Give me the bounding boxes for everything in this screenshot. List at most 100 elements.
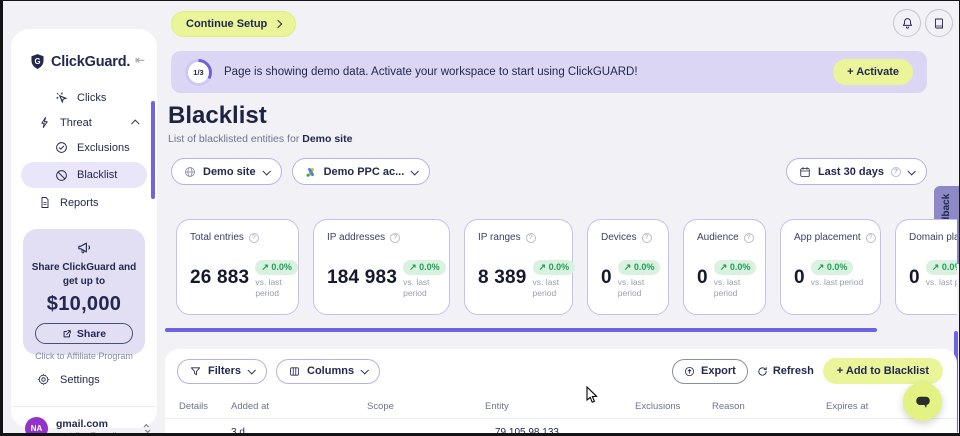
trend-badge: ↗ 0.0% — [533, 260, 576, 275]
sidebar-item-settings[interactable]: Settings — [37, 373, 100, 386]
logo[interactable]: G ClickGuard. — [29, 53, 130, 70]
stat-label: App placement — [794, 232, 861, 243]
sidebar-item-label: Blacklist — [77, 169, 117, 181]
stat-card-ip-ranges: IP ranges? 8 389 ↗ 0.0%vs. last period — [464, 219, 573, 315]
columns-icon — [289, 366, 300, 377]
chat-icon — [913, 393, 933, 411]
sidebar-item-label: Threat — [60, 117, 92, 129]
stat-note: vs. last period — [714, 277, 757, 298]
sidebar-collapse-icon[interactable]: ⇤ — [135, 53, 145, 67]
stat-note: vs. last period — [926, 277, 957, 288]
external-link-icon — [62, 329, 72, 339]
notifications-button[interactable] — [893, 9, 921, 37]
stat-value: 0 — [909, 267, 920, 289]
site-selector-value: Demo site — [203, 166, 256, 178]
affiliate-share-card[interactable]: Share ClickGuard and get up to $10,000 S… — [23, 229, 145, 355]
cell-entity: 79.105.98.133 — [495, 427, 559, 433]
columns-dropdown[interactable]: Columns — [276, 359, 380, 384]
bell-icon — [901, 17, 914, 30]
logo-text: ClickGuard. — [51, 54, 130, 70]
svg-text:G: G — [34, 57, 40, 66]
stat-label: Total entries — [190, 232, 244, 243]
setup-progress-ring: 1/3 — [185, 59, 212, 86]
column-header-details[interactable]: Details — [179, 401, 208, 412]
stat-value: 26 883 — [190, 267, 249, 289]
stat-value: 0 — [697, 267, 708, 289]
column-header-expires-at[interactable]: Expires at — [826, 401, 868, 412]
lightning-icon — [39, 116, 51, 129]
info-icon[interactable]: ? — [642, 233, 652, 243]
info-icon[interactable]: ? — [390, 233, 400, 243]
column-header-exclusions[interactable]: Exclusions — [635, 401, 680, 412]
chevron-down-icon — [247, 366, 255, 374]
sidebar-item-blacklist[interactable]: Blacklist — [21, 162, 147, 188]
info-icon[interactable]: ? — [249, 233, 259, 243]
column-header-entity[interactable]: Entity — [485, 401, 509, 412]
sidebar-item-exclusions[interactable]: Exclusions — [11, 135, 157, 160]
settings-label: Settings — [60, 374, 100, 386]
book-icon — [933, 17, 945, 30]
export-button[interactable]: Export — [672, 359, 748, 384]
sidebar-item-label: Clicks — [77, 92, 106, 104]
demo-data-banner: 1/3 Page is showing demo data. Activate … — [171, 51, 927, 93]
date-range-dropdown[interactable]: Last 30 days ? — [786, 158, 927, 185]
trend-badge: ↗ 0.0% — [811, 260, 854, 275]
user-email: naatali.ro@gmail.com — [56, 431, 133, 434]
info-icon[interactable]: ? — [526, 233, 536, 243]
activate-button[interactable]: + Activate — [833, 59, 913, 85]
filters-label: Filters — [208, 365, 241, 377]
table-row[interactable]: 3 d 79.105.98.133 — [165, 427, 957, 433]
ppc-account-dropdown[interactable]: Demo PPC ac... — [292, 158, 431, 185]
sidebar-item-label: Reports — [60, 197, 99, 209]
blacklist-table-panel: Filters Columns Export Refresh + Add to … — [165, 349, 957, 433]
refresh-button[interactable]: Refresh — [757, 365, 814, 377]
banner-message: Page is showing demo data. Activate your… — [224, 66, 638, 78]
continue-setup-button[interactable]: Continue Setup — [171, 11, 296, 37]
chevron-down-icon — [411, 167, 419, 175]
subtitle-site-name: Demo site — [302, 133, 352, 145]
stat-label: Devices — [601, 232, 637, 243]
stat-card-audience: Audience? 0 ↗ 0.0% vs. last period — [683, 219, 766, 315]
site-selector-dropdown[interactable]: Demo site — [171, 158, 282, 185]
column-header-reason[interactable]: Reason — [712, 401, 745, 412]
info-icon[interactable]: ? — [744, 233, 754, 243]
columns-label: Columns — [307, 365, 354, 377]
stat-label: IP addresses — [327, 232, 385, 243]
chevron-down-icon — [262, 167, 270, 175]
stat-value: 8 389 — [478, 267, 527, 289]
sidebar-scrollbar[interactable] — [151, 101, 155, 199]
sidebar: G ClickGuard. ⇤ Clicks Threat Exclusions… — [11, 29, 157, 428]
column-header-scope[interactable]: Scope — [367, 401, 394, 412]
user-name: gmail.com — [56, 418, 133, 430]
chat-launcher[interactable] — [903, 382, 942, 421]
horizontal-scrollbar[interactable] — [165, 328, 877, 332]
trend-badge: ↗ 0.0% — [403, 260, 446, 275]
table-header-row: Details Added at Scope Entity Exclusions… — [165, 401, 957, 419]
user-meta: gmail.com naatali.ro@gmail.com — [56, 418, 133, 434]
stats-cards-row: Total entries? 26 883 ↗ 0.0% vs. last per… — [176, 219, 957, 315]
sidebar-item-clicks[interactable]: Clicks — [11, 85, 157, 110]
stat-note: vs. last period — [403, 277, 446, 298]
stat-card-domain-placement: Domain placement? 0 ↗ 0.0%vs. last perio… — [895, 219, 957, 315]
add-to-blacklist-button[interactable]: + Add to Blacklist — [823, 358, 943, 384]
stat-label: IP ranges — [478, 232, 521, 243]
share-button[interactable]: Share — [35, 323, 133, 344]
google-ads-icon — [305, 166, 317, 178]
sidebar-menu: Clicks Threat Exclusions Blacklist Repor… — [11, 85, 157, 215]
sidebar-item-threat[interactable]: Threat — [11, 110, 157, 135]
info-icon[interactable]: ? — [866, 233, 876, 243]
info-icon: ? — [891, 167, 901, 177]
stat-label: Audience — [697, 232, 739, 243]
app-window: G ClickGuard. ⇤ Clicks Threat Exclusions… — [3, 1, 959, 433]
share-card-title: Share ClickGuard and get up to — [23, 261, 145, 288]
funnel-icon — [190, 366, 201, 377]
filters-dropdown[interactable]: Filters — [177, 359, 267, 384]
trend-badge: ↗ 0.0% — [714, 260, 757, 275]
docs-button[interactable] — [925, 9, 953, 37]
user-account[interactable]: NA gmail.com naatali.ro@gmail.com — [25, 417, 149, 433]
cursor-click-icon — [55, 91, 68, 104]
stat-card-app-placement: App placement? 0 ↗ 0.0%vs. last period — [780, 219, 881, 315]
shield-logo-icon: G — [29, 53, 46, 70]
column-header-added-at[interactable]: Added at — [231, 401, 269, 412]
sidebar-item-reports[interactable]: Reports — [11, 190, 157, 215]
